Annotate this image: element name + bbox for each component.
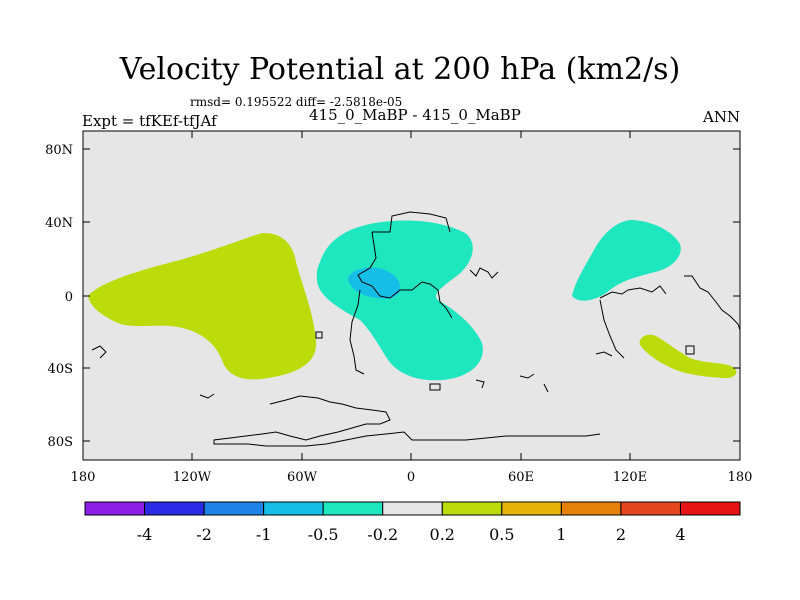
lat-tick-label: 80N — [45, 143, 73, 158]
negative-anomaly-atlantic — [316, 220, 483, 381]
colorbar-label: 1 — [556, 525, 566, 544]
lat-tick-label: 0 — [65, 290, 73, 305]
lon-tick-label: 60W — [287, 470, 318, 485]
positive-anomaly-pacific — [88, 232, 317, 380]
strong-negative-anomaly — [348, 267, 401, 299]
colorbar-label: -0.2 — [367, 525, 398, 544]
lon-tick-label: 120W — [173, 470, 212, 485]
lon-tick-label: 180 — [71, 470, 96, 485]
colorbar-swatch — [322, 501, 384, 516]
coastline-asia — [469, 267, 741, 393]
colorbar-swatch — [203, 501, 265, 516]
map-panel: 80N 40N 0 40S 80S 180 120W 60W 0 60E 120E 180 — [45, 130, 753, 485]
case-label: 415_0_MaBP - 415_0_MaBP — [309, 106, 521, 124]
colorbar-swatch — [84, 501, 146, 516]
colorbar-swatch — [144, 501, 205, 516]
colorbar-label: 0.2 — [430, 525, 455, 544]
colorbar-label: -0.5 — [308, 525, 339, 544]
colorbar-swatch — [501, 501, 562, 516]
lon-tick-label: 60E — [508, 470, 534, 485]
coastline-americas — [349, 211, 453, 375]
colorbar-swatch — [382, 501, 443, 516]
latitude-axis: 80N 40N 0 40S 80S — [45, 143, 740, 450]
coastline-islands — [315, 331, 695, 391]
colorbar-label: -2 — [196, 525, 212, 544]
coastline-south — [91, 345, 601, 447]
coastlines — [91, 211, 741, 447]
longitude-axis: 180 120W 60W 0 60E 120E 180 — [71, 131, 753, 485]
colorbar-label: -1 — [256, 525, 272, 544]
colorbar-swatch — [679, 501, 741, 516]
lat-tick-label: 40S — [48, 362, 73, 377]
colorbar-label: 4 — [675, 525, 685, 544]
stats-label: rmsd= 0.195522 diff= -2.5818e-05 — [190, 95, 403, 109]
colorbar-label: 2 — [616, 525, 626, 544]
season-label: ANN — [703, 108, 741, 126]
lon-tick-label: 0 — [407, 470, 415, 485]
colorbar-swatch — [441, 501, 503, 516]
lat-tick-label: 80S — [48, 435, 73, 450]
colorbar: -4 -2 -1 -0.5 -0.2 0.2 0.5 1 2 4 — [84, 501, 741, 544]
lon-tick-label: 120E — [613, 470, 647, 485]
colorbar-swatch — [263, 501, 324, 516]
lon-tick-label: 180 — [728, 470, 753, 485]
positive-anomaly-australia — [639, 334, 737, 379]
negative-anomaly-asia — [572, 220, 681, 301]
colorbar-label: 0.5 — [489, 525, 514, 544]
experiment-label: Expt = tfKEf-tfJAf — [82, 112, 217, 130]
colorbar-swatch — [620, 501, 681, 516]
colorbar-label: -4 — [137, 525, 153, 544]
colorbar-swatch — [560, 501, 622, 516]
lat-tick-label: 40N — [45, 216, 73, 231]
plot-title: Velocity Potential at 200 hPa (km2/s) — [119, 52, 681, 87]
